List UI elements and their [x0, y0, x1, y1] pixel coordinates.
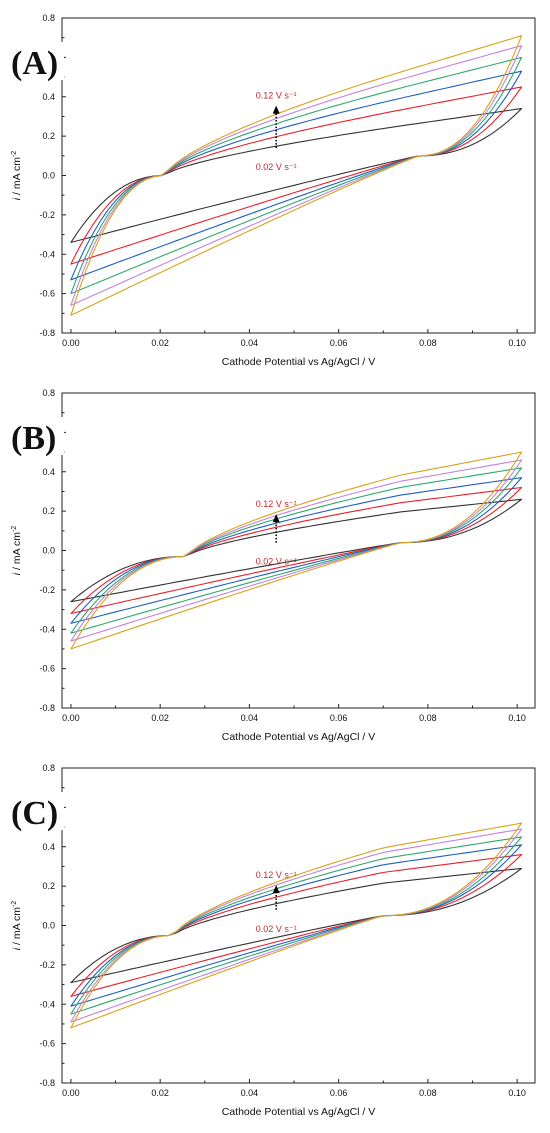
- x-tick-label: 0.04: [241, 338, 259, 348]
- cv-curve-4: [70, 56, 523, 295]
- scan-rate-arrow-head: [272, 514, 280, 523]
- y-tick-label: 0.2: [42, 506, 55, 516]
- x-tick-label: 0.10: [508, 713, 526, 723]
- y-tick-label: -0.2: [39, 960, 55, 970]
- y-axis-title-italic: i: [11, 572, 23, 575]
- plot-frame: [61, 392, 536, 709]
- x-tick-label: 0.04: [241, 1088, 259, 1098]
- y-axis-title-text: / mA cm: [11, 907, 23, 948]
- chart-panel: -0.8-0.6-0.4-0.20.00.20.40.60.80.000.020…: [10, 388, 536, 743]
- x-tick-label: 0.10: [508, 1088, 526, 1098]
- y-axis-title: i / mA cm-2: [11, 151, 23, 201]
- y-tick-label: 0.8: [42, 388, 55, 398]
- y-tick-label: 0.0: [42, 921, 55, 931]
- x-tick-label: 0.08: [419, 338, 437, 348]
- y-tick-label: -0.6: [39, 1039, 55, 1049]
- cv-curve-6: [70, 822, 523, 1029]
- panel-label-backing: [10, 42, 64, 80]
- y-tick-label: -0.6: [39, 664, 55, 674]
- y-axis-title-italic: i: [11, 947, 23, 950]
- y-tick-label: -0.2: [39, 585, 55, 595]
- x-axis-title: Cathode Potential vs Ag/AgCl / V: [222, 356, 376, 368]
- y-tick-label: 0.4: [42, 467, 55, 477]
- cv-curve-1: [70, 108, 523, 243]
- cv-curve-1: [70, 867, 523, 984]
- x-tick-label: 0.04: [241, 713, 259, 723]
- x-tick-label: 0.06: [330, 713, 348, 723]
- panel-label: (A): [11, 45, 58, 82]
- y-axis-title-superscript: -2: [11, 526, 18, 532]
- x-tick-label: 0.00: [62, 338, 80, 348]
- x-axis-title: Cathode Potential vs Ag/AgCl / V: [222, 1106, 376, 1118]
- y-tick-label: 0.0: [42, 171, 55, 181]
- cv-curve-3: [70, 844, 523, 1007]
- x-tick-label: 0.02: [151, 713, 169, 723]
- panel-label-backing: [10, 792, 64, 830]
- annotation-bottom-rate: 0.02 V s⁻¹: [256, 557, 297, 567]
- cv-curve-5: [70, 828, 523, 1023]
- y-tick-label: 0.4: [42, 92, 55, 102]
- chart-panel: -0.8-0.6-0.4-0.20.00.20.40.60.80.000.020…: [10, 763, 536, 1118]
- y-axis-title-superscript: -2: [11, 151, 18, 157]
- x-tick-label: 0.06: [330, 1088, 348, 1098]
- cv-curve-4: [70, 467, 523, 634]
- annotation-top-rate: 0.12 V s⁻¹: [256, 499, 297, 509]
- scan-rate-arrow-head: [272, 105, 280, 114]
- x-axis-title: Cathode Potential vs Ag/AgCl / V: [222, 731, 376, 743]
- annotation-bottom-rate: 0.02 V s⁻¹: [256, 924, 297, 934]
- x-tick-label: 0.00: [62, 1088, 80, 1098]
- y-tick-label: -0.4: [39, 999, 55, 1009]
- y-tick-label: 0.4: [42, 842, 55, 852]
- cv-curve-5: [70, 459, 523, 642]
- x-tick-label: 0.00: [62, 713, 80, 723]
- annotation-bottom-rate: 0.02 V s⁻¹: [256, 162, 297, 172]
- cv-curve-2: [70, 86, 523, 265]
- y-axis-title-text: / mA cm: [11, 157, 23, 198]
- y-tick-label: -0.6: [39, 289, 55, 299]
- cv-curve-4: [70, 836, 523, 1015]
- cv-curve-6: [70, 451, 523, 650]
- y-tick-label: -0.4: [39, 624, 55, 634]
- cv-curve-2: [70, 486, 523, 615]
- panel-label: (B): [11, 420, 56, 457]
- y-tick-label: 0.0: [42, 546, 55, 556]
- panel-label: (C): [11, 795, 58, 832]
- y-axis-title-superscript: -2: [11, 901, 18, 907]
- chart-panel: -0.8-0.6-0.4-0.20.00.20.40.60.80.000.020…: [10, 13, 536, 368]
- cv-curve-3: [70, 477, 523, 624]
- x-tick-label: 0.08: [419, 713, 437, 723]
- y-axis-title-text: / mA cm: [11, 532, 23, 573]
- scan-rate-arrow-head: [272, 885, 280, 894]
- y-axis-title-italic: i: [11, 197, 23, 200]
- cv-curve-1: [70, 498, 523, 603]
- cv-curve-2: [70, 854, 523, 997]
- y-tick-label: 0.8: [42, 13, 55, 23]
- y-tick-label: -0.8: [39, 328, 55, 338]
- annotation-top-rate: 0.12 V s⁻¹: [256, 91, 297, 101]
- cv-curve-6: [70, 35, 523, 316]
- x-tick-label: 0.10: [508, 338, 526, 348]
- y-tick-label: -0.4: [39, 249, 55, 259]
- y-tick-label: -0.8: [39, 1078, 55, 1088]
- annotation-top-rate: 0.12 V s⁻¹: [256, 870, 297, 880]
- panel-label-backing: [10, 417, 64, 455]
- y-tick-label: 0.2: [42, 881, 55, 891]
- y-axis-title: i / mA cm-2: [11, 901, 23, 951]
- y-tick-label: 0.8: [42, 763, 55, 773]
- y-axis-title: i / mA cm-2: [11, 526, 23, 576]
- x-tick-label: 0.06: [330, 338, 348, 348]
- y-tick-label: -0.8: [39, 703, 55, 713]
- cv-curve-3: [70, 70, 523, 281]
- y-tick-label: -0.2: [39, 210, 55, 220]
- x-tick-label: 0.02: [151, 1088, 169, 1098]
- y-tick-label: 0.2: [42, 131, 55, 141]
- cv-curve-5: [70, 45, 523, 306]
- x-tick-label: 0.08: [419, 1088, 437, 1098]
- x-tick-label: 0.02: [151, 338, 169, 348]
- plot-frame: [61, 767, 536, 1084]
